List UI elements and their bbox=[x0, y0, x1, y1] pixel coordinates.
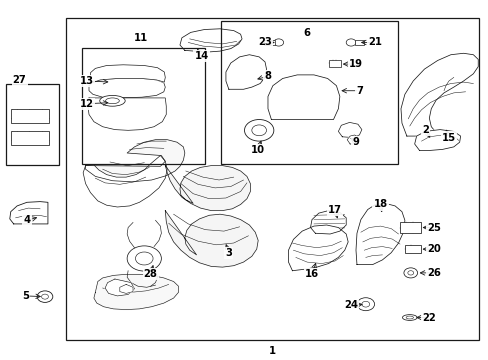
Text: 19: 19 bbox=[348, 59, 362, 69]
Text: 9: 9 bbox=[352, 137, 359, 147]
Circle shape bbox=[273, 39, 283, 46]
Text: 17: 17 bbox=[327, 204, 341, 215]
Polygon shape bbox=[83, 156, 167, 207]
Polygon shape bbox=[288, 225, 347, 271]
Circle shape bbox=[356, 298, 374, 311]
Text: 1: 1 bbox=[269, 346, 276, 356]
Circle shape bbox=[41, 294, 48, 299]
Polygon shape bbox=[165, 211, 258, 267]
Polygon shape bbox=[120, 284, 133, 293]
Circle shape bbox=[361, 301, 369, 307]
Text: 28: 28 bbox=[143, 269, 157, 279]
Bar bbox=[328, 60, 340, 67]
Polygon shape bbox=[310, 211, 346, 234]
Polygon shape bbox=[225, 55, 266, 89]
Bar bbox=[399, 222, 420, 233]
Ellipse shape bbox=[405, 316, 412, 319]
Text: 5: 5 bbox=[22, 291, 29, 301]
Circle shape bbox=[407, 271, 413, 275]
Bar bbox=[82, 48, 205, 164]
Circle shape bbox=[346, 39, 355, 46]
Polygon shape bbox=[10, 202, 48, 224]
Polygon shape bbox=[88, 98, 166, 130]
Polygon shape bbox=[89, 78, 165, 98]
Polygon shape bbox=[94, 274, 178, 310]
Bar bbox=[6, 84, 59, 165]
Bar bbox=[66, 18, 478, 340]
Polygon shape bbox=[105, 279, 134, 296]
Text: 4: 4 bbox=[23, 215, 30, 225]
Bar bbox=[11, 131, 49, 145]
Text: 23: 23 bbox=[258, 37, 271, 48]
Polygon shape bbox=[400, 53, 477, 136]
Text: 25: 25 bbox=[427, 222, 440, 233]
Ellipse shape bbox=[105, 98, 119, 104]
Circle shape bbox=[403, 268, 417, 278]
Text: 8: 8 bbox=[264, 71, 271, 81]
Circle shape bbox=[127, 246, 161, 271]
Text: 2: 2 bbox=[421, 125, 428, 135]
Text: 11: 11 bbox=[133, 33, 148, 43]
Bar bbox=[404, 245, 420, 253]
Ellipse shape bbox=[100, 95, 125, 106]
Text: 16: 16 bbox=[305, 269, 318, 279]
Text: 7: 7 bbox=[355, 86, 362, 96]
Text: 26: 26 bbox=[427, 268, 440, 278]
Bar bbox=[11, 109, 49, 123]
Text: 13: 13 bbox=[80, 76, 94, 86]
Text: 18: 18 bbox=[373, 199, 386, 210]
Text: 6: 6 bbox=[303, 28, 310, 38]
Bar bbox=[264, 40, 274, 45]
Text: 20: 20 bbox=[427, 244, 440, 254]
Polygon shape bbox=[90, 65, 165, 83]
Text: 14: 14 bbox=[194, 51, 208, 61]
Circle shape bbox=[251, 125, 266, 136]
Circle shape bbox=[244, 120, 273, 141]
Polygon shape bbox=[180, 29, 242, 52]
Circle shape bbox=[37, 291, 53, 302]
Bar bbox=[221, 21, 397, 164]
Text: 24: 24 bbox=[344, 300, 357, 310]
Text: 15: 15 bbox=[441, 132, 455, 143]
Text: 12: 12 bbox=[80, 99, 94, 109]
Polygon shape bbox=[85, 140, 184, 182]
Polygon shape bbox=[414, 130, 460, 150]
Text: 22: 22 bbox=[422, 312, 435, 323]
Text: 3: 3 bbox=[225, 248, 232, 258]
Text: 27: 27 bbox=[13, 75, 26, 85]
Polygon shape bbox=[267, 75, 339, 120]
Polygon shape bbox=[165, 166, 250, 211]
Polygon shape bbox=[346, 135, 357, 144]
Text: 10: 10 bbox=[251, 145, 264, 156]
Bar bbox=[354, 40, 364, 45]
Text: 21: 21 bbox=[368, 37, 382, 48]
Polygon shape bbox=[338, 122, 361, 138]
Circle shape bbox=[135, 252, 153, 265]
Ellipse shape bbox=[402, 315, 416, 320]
Polygon shape bbox=[355, 203, 404, 265]
